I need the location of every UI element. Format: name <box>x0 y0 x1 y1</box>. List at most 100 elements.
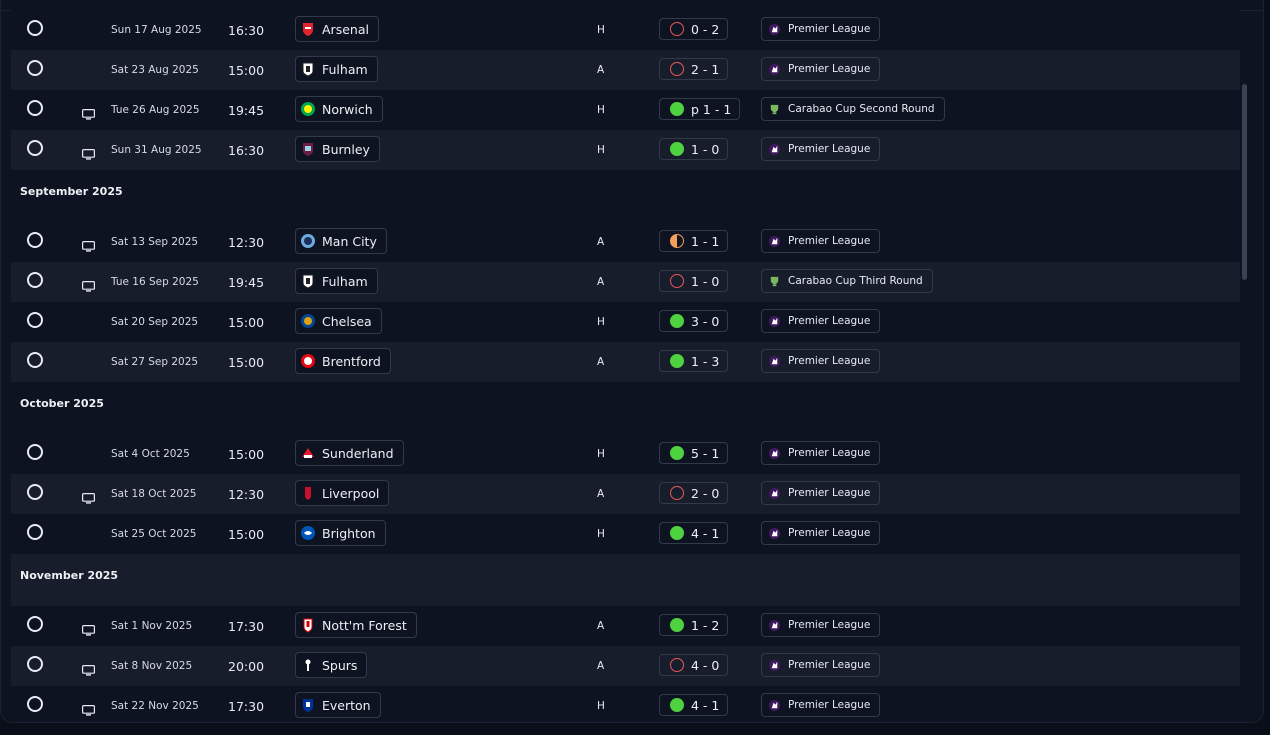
competition-button[interactable]: Premier League <box>761 693 881 717</box>
result-button[interactable]: p 1 - 1 <box>659 98 741 120</box>
competition-name: Premier League <box>788 487 871 499</box>
venue: H <box>597 104 605 116</box>
result-button[interactable]: 1 - 3 <box>659 350 729 372</box>
score: 3 - 0 <box>691 313 720 329</box>
select-circle[interactable] <box>27 272 43 288</box>
fixture-row[interactable]: Sat 1 Nov 2025 17:30 Nott'm Forest A 1 - 2 Pr… <box>11 606 1240 646</box>
result-button[interactable]: 1 - 0 <box>659 270 729 292</box>
select-circle[interactable] <box>27 524 43 540</box>
venue: A <box>597 660 605 672</box>
result-button[interactable]: 3 - 0 <box>659 310 729 332</box>
opponent-button[interactable]: Nott'm Forest <box>295 612 417 638</box>
select-circle[interactable] <box>27 60 43 76</box>
result-button[interactable]: 1 - 1 <box>659 230 729 252</box>
select-circle[interactable] <box>27 100 43 116</box>
fixture-row[interactable]: Sat 27 Sep 2025 15:00 Brentford A 1 - 3 Premi… <box>11 342 1240 382</box>
result-indicator-icon <box>670 698 684 712</box>
fixture-row[interactable]: Sat 13 Sep 2025 12:30 Man City A 1 - 1 Premie… <box>11 222 1240 262</box>
select-circle[interactable] <box>27 140 43 156</box>
result-button[interactable]: 0 - 2 <box>659 18 729 40</box>
competition-name: Premier League <box>788 23 871 35</box>
opponent-button[interactable]: Arsenal <box>295 16 379 42</box>
opponent-button[interactable]: Norwich <box>295 96 383 122</box>
competition-button[interactable]: Carabao Cup Second Round <box>761 97 945 121</box>
opponent-name: Man City <box>322 233 377 249</box>
fixture-date: Sat 1 Nov 2025 <box>111 620 193 632</box>
select-circle[interactable] <box>27 696 43 712</box>
fixture-time: 15:00 <box>228 526 265 542</box>
score: 4 - 1 <box>691 525 720 541</box>
result-button[interactable]: 1 - 0 <box>659 138 729 160</box>
opponent-button[interactable]: Brighton <box>295 520 386 546</box>
fixture-row[interactable]: Sat 20 Sep 2025 15:00 Chelsea H 3 - 0 Premier… <box>11 302 1240 342</box>
competition-button[interactable]: Premier League <box>761 137 881 161</box>
fixtures-panel: Sun 17 Aug 2025 16:30 Arsenal H 0 - 2 Premier… <box>0 0 1264 723</box>
result-button[interactable]: 2 - 1 <box>659 58 729 80</box>
fixture-time: 19:45 <box>228 274 265 290</box>
month-header: November 2025 <box>11 554 1240 606</box>
fixture-row[interactable]: Tue 16 Sep 2025 19:45 Fulham A 1 - 0 Carabao … <box>11 262 1240 302</box>
competition-button[interactable]: Premier League <box>761 349 881 373</box>
select-circle[interactable] <box>27 616 43 632</box>
fixture-row[interactable]: Sat 25 Oct 2025 15:00 Brighton H 4 - 1 Premie… <box>11 514 1240 554</box>
competition-button[interactable]: Premier League <box>761 57 881 81</box>
fixture-date: Tue 26 Aug 2025 <box>111 104 200 116</box>
opponent-name: Liverpool <box>322 485 380 501</box>
opponent-button[interactable]: Chelsea <box>295 308 382 334</box>
opponent-button[interactable]: Fulham <box>295 268 378 294</box>
competition-name: Premier League <box>788 235 871 247</box>
venue: A <box>597 356 605 368</box>
select-circle[interactable] <box>27 444 43 460</box>
scrollbar-thumb[interactable] <box>1242 84 1247 280</box>
fixture-time: 17:30 <box>228 698 265 714</box>
result-button[interactable]: 4 - 1 <box>659 522 729 544</box>
result-button[interactable]: 4 - 0 <box>659 654 729 676</box>
opponent-button[interactable]: Brentford <box>295 348 391 374</box>
competition-button[interactable]: Premier League <box>761 441 881 465</box>
select-circle[interactable] <box>27 352 43 368</box>
fixture-row[interactable]: Sun 17 Aug 2025 16:30 Arsenal H 0 - 2 Premier… <box>11 10 1240 50</box>
opponent-button[interactable]: Sunderland <box>295 440 404 466</box>
result-button[interactable]: 1 - 2 <box>659 614 729 636</box>
team-crest-icon <box>300 485 316 501</box>
fixture-row[interactable]: Sat 23 Aug 2025 15:00 Fulham A 2 - 1 Premier … <box>11 50 1240 90</box>
opponent-button[interactable]: Everton <box>295 692 381 718</box>
opponent-button[interactable]: Spurs <box>295 652 368 678</box>
team-crest-icon <box>300 353 316 369</box>
tv-icon <box>82 105 96 120</box>
result-button[interactable]: 2 - 0 <box>659 482 729 504</box>
fixture-row[interactable]: Sat 22 Nov 2025 17:30 Everton H 4 - 1 Premier… <box>11 686 1240 722</box>
select-circle[interactable] <box>27 484 43 500</box>
competition-button[interactable]: Premier League <box>761 309 881 333</box>
score: 1 - 0 <box>691 141 720 157</box>
competition-button[interactable]: Premier League <box>761 481 881 505</box>
competition-button[interactable]: Carabao Cup Third Round <box>761 269 933 293</box>
opponent-button[interactable]: Liverpool <box>295 480 390 506</box>
select-circle[interactable] <box>27 232 43 248</box>
fixture-date: Sun 17 Aug 2025 <box>111 24 202 36</box>
opponent-button[interactable]: Man City <box>295 228 387 254</box>
competition-button[interactable]: Premier League <box>761 521 881 545</box>
fixture-row[interactable]: Sat 4 Oct 2025 15:00 Sunderland H 5 - 1 Premi… <box>11 434 1240 474</box>
fixture-date: Sat 25 Oct 2025 <box>111 528 197 540</box>
select-circle[interactable] <box>27 656 43 672</box>
premier-league-icon <box>768 63 781 76</box>
competition-button[interactable]: Premier League <box>761 653 881 677</box>
competition-button[interactable]: Premier League <box>761 17 881 41</box>
opponent-button[interactable]: Fulham <box>295 56 378 82</box>
select-circle[interactable] <box>27 20 43 36</box>
opponent-button[interactable]: Burnley <box>295 136 380 162</box>
fixture-row[interactable]: Sat 8 Nov 2025 20:00 Spurs A 4 - 0 Premier Le… <box>11 646 1240 686</box>
venue: A <box>597 236 605 248</box>
result-button[interactable]: 5 - 1 <box>659 442 729 464</box>
select-circle[interactable] <box>27 312 43 328</box>
fixture-row[interactable]: Sat 18 Oct 2025 12:30 Liverpool A 2 - 0 Premi… <box>11 474 1240 514</box>
fixture-date: Sat 20 Sep 2025 <box>111 316 199 328</box>
competition-button[interactable]: Premier League <box>761 229 881 253</box>
fixture-row[interactable]: Sun 31 Aug 2025 16:30 Burnley H 1 - 0 Premier… <box>11 130 1240 170</box>
competition-button[interactable]: Premier League <box>761 613 881 637</box>
premier-league-icon <box>768 315 781 328</box>
fixtures-list: Sun 17 Aug 2025 16:30 Arsenal H 0 - 2 Premier… <box>11 10 1240 722</box>
result-button[interactable]: 4 - 1 <box>659 694 729 716</box>
